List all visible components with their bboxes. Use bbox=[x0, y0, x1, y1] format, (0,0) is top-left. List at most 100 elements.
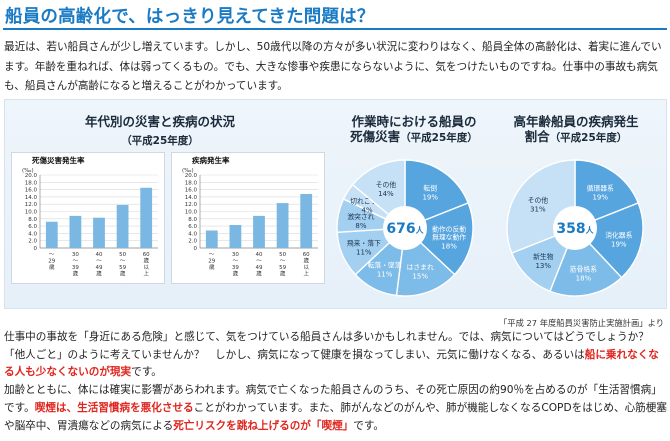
bar bbox=[300, 193, 313, 248]
unit-label: (‰) bbox=[22, 168, 34, 174]
pie-slice-value: 19% bbox=[611, 240, 627, 248]
x-tick-label: 40 bbox=[256, 252, 263, 258]
y-tick-label: 20.0 bbox=[25, 173, 38, 179]
x-tick-label: 39 bbox=[232, 265, 239, 271]
pie-slice-label: 飛来・落下 bbox=[347, 238, 381, 247]
body-p2-highlight-2: 死亡リスクを跳ね上げるのが「喫煙」 bbox=[173, 419, 354, 432]
x-tick-label: 歳 bbox=[120, 270, 126, 278]
bar bbox=[116, 204, 129, 248]
injury-pie-title-line2: 死傷災害 bbox=[350, 129, 401, 144]
x-tick-label: 60 bbox=[303, 252, 310, 258]
pie-slice bbox=[549, 226, 623, 297]
illness-pie-title-line2: 割合 bbox=[524, 129, 550, 144]
bar bbox=[140, 187, 153, 248]
pie-slice-value: 14% bbox=[378, 190, 394, 198]
pie-slice-value: 11% bbox=[356, 248, 372, 256]
bar bbox=[205, 230, 218, 248]
y-tick-label: 4.0 bbox=[28, 231, 37, 237]
body-paragraph-2: 加齢とともに、体には確実に影響があらわれます。病気で亡くなった船員さんのうち、そ… bbox=[4, 382, 668, 435]
x-tick-label: 49 bbox=[96, 265, 103, 271]
x-tick-label: 60 bbox=[143, 252, 150, 258]
pie-slice-value: 13% bbox=[535, 262, 551, 270]
y-tick-label: 18.0 bbox=[25, 180, 38, 186]
pie-slice-value: 11% bbox=[377, 270, 393, 278]
x-tick-label: 歳 bbox=[209, 263, 215, 271]
pie-slice-label: 転落・墜落 bbox=[368, 260, 402, 269]
injury-pie-title-line1: 作業時における船員の bbox=[351, 114, 477, 129]
age-chart-title: 年代別の災害と疾病の状況 （平成25年度） bbox=[65, 114, 255, 148]
pie-slice bbox=[510, 226, 577, 293]
x-tick-label: 〜 bbox=[96, 259, 102, 265]
y-tick-label: 2.0 bbox=[188, 239, 197, 245]
body-p1-text: 仕事中の事故を「身近にある危険」と感じて、気をつけている船員さんは多いかもしれま… bbox=[4, 331, 649, 361]
x-tick-label: 歳 bbox=[96, 270, 102, 278]
body-p2-highlight-1: 喫煙は、生活習慣病を悪化させる bbox=[34, 401, 194, 414]
pie-slice-value: 19% bbox=[422, 193, 438, 201]
pie-slice-label: はさまれ bbox=[407, 264, 434, 272]
y-tick-label: 20.0 bbox=[185, 173, 198, 179]
pie-slice bbox=[403, 202, 474, 276]
intro-paragraph: 最近は、若い船員さんが少し増えています。しかし、50歳代以降の方々が多い状況に変… bbox=[4, 41, 662, 92]
pie-slice-label: 循環器系 bbox=[587, 183, 614, 192]
x-tick-label: 30 bbox=[72, 252, 79, 258]
x-tick-label: 49 bbox=[256, 265, 263, 271]
pie-slice-label: その他 bbox=[528, 195, 549, 204]
illness-pie-title: 高年齢船員の疾病発生 割合（平成25年度） bbox=[499, 114, 653, 146]
body-p1-highlight: 船に乗れなくなる人も少なくないのが現実 bbox=[4, 348, 659, 379]
pie-slice-value: 18% bbox=[576, 275, 592, 283]
bar bbox=[93, 217, 105, 248]
y-tick-label: 4.0 bbox=[188, 231, 197, 237]
y-tick-label: 14.0 bbox=[185, 195, 198, 201]
pie-slice-label: 転倒 bbox=[423, 183, 437, 192]
pie-slice-label: 激突され bbox=[347, 212, 374, 221]
x-tick-label: 59 bbox=[119, 265, 126, 271]
illness-pie-subtitle: （平成25年度） bbox=[549, 132, 628, 144]
x-tick-label: 29 bbox=[48, 259, 55, 265]
x-tick-label: 50 bbox=[279, 252, 286, 258]
bar bbox=[45, 221, 58, 248]
bar bbox=[229, 225, 242, 248]
pie-slice-value: 8% bbox=[355, 222, 366, 230]
body-p2-middle: ことがわかっています。また、肺がんなどのがんや、肺が機能しなくなるCOPDをはじ… bbox=[4, 401, 667, 432]
x-tick-label: 〜 bbox=[120, 259, 126, 265]
injury-pie-title: 作業時における船員の 死傷災害（平成25年度） bbox=[337, 114, 491, 146]
pie-slice bbox=[404, 159, 470, 230]
x-tick-label: 〜 bbox=[73, 259, 79, 265]
body-p2-end: です。 bbox=[353, 419, 385, 432]
injury-rate-chart: 死傷災害発生率 (‰) 0 2.0 4.0 6.0 8.0 10.0 12.0 14.0 16.0 1… bbox=[11, 152, 165, 284]
x-tick-label: 歳 bbox=[143, 257, 149, 265]
y-tick-label: 14.0 bbox=[25, 195, 38, 201]
y-tick-label: 6.0 bbox=[28, 224, 37, 230]
x-tick-label: 30 bbox=[232, 252, 239, 258]
unit-label: (‰) bbox=[182, 168, 194, 174]
pie-slice-value: 4% bbox=[362, 206, 373, 214]
bar bbox=[253, 215, 265, 248]
pie-slice-label: その他 bbox=[376, 180, 397, 189]
illness-pie-title-line1: 高年齢船員の疾病発生 bbox=[513, 114, 639, 129]
pie-slice-label: 新生物 bbox=[533, 252, 554, 261]
pie-center-total: 676人 bbox=[386, 221, 424, 237]
pie-center bbox=[553, 206, 597, 250]
x-tick-label: 上 bbox=[143, 270, 149, 278]
pie-slice-label: 消化器系 bbox=[605, 230, 632, 239]
x-tick-label: 50 bbox=[119, 252, 126, 258]
pie-slice-value: 19% bbox=[592, 193, 608, 201]
x-tick-label: 〜 bbox=[209, 252, 215, 258]
x-tick-label: 歳 bbox=[233, 270, 239, 278]
source-note: 「平成 27 年度船員災害防止実施計画」より bbox=[498, 318, 664, 328]
body-p2-text: 加齢とともに、体には確実に影響があらわれます。病気で亡くなった船員さんのうち、そ… bbox=[4, 384, 662, 414]
pie-slice bbox=[574, 159, 640, 230]
pie-center-total: 358人 bbox=[556, 221, 594, 237]
y-tick-label: 12.0 bbox=[25, 202, 38, 208]
x-tick-label: 〜 bbox=[233, 259, 239, 265]
y-tick-label: 10.0 bbox=[25, 210, 38, 216]
y-tick-label: 16.0 bbox=[185, 188, 198, 194]
y-tick-label: 2.0 bbox=[28, 239, 37, 245]
y-tick-label: 0 bbox=[34, 246, 38, 252]
pie-slice-value: 31% bbox=[530, 205, 546, 213]
x-tick-label: 59 bbox=[279, 265, 286, 271]
x-tick-label: 歳 bbox=[73, 270, 79, 278]
injury-pie-svg: 転倒19%動作の反動無理な動作18%はさまれ15%転落・墜落11%飛来・落下11… bbox=[336, 159, 474, 297]
infographic-panel: 年代別の災害と疾病の状況 （平成25年度） 死傷災害発生率 (‰) 0 2.0 4.0 6… bbox=[4, 99, 667, 309]
